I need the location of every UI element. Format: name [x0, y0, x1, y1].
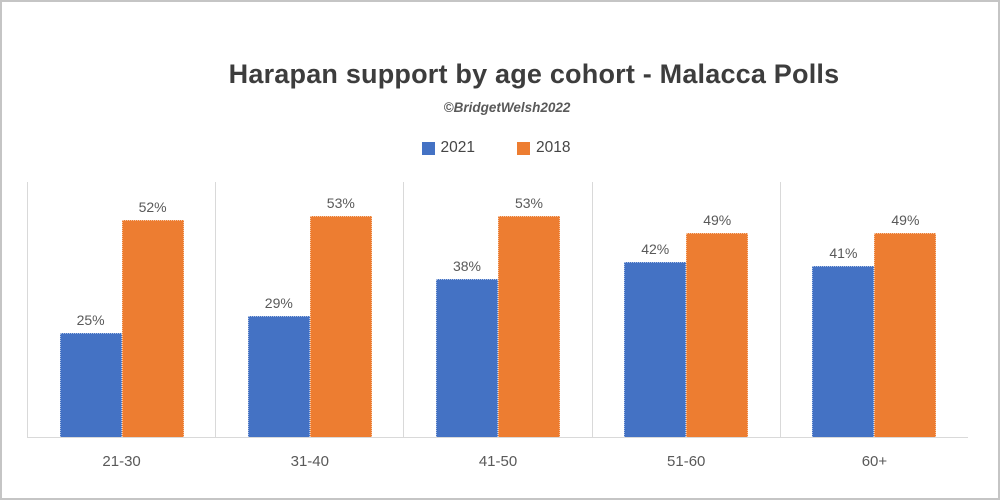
plot-area: 25% 52% 21-30 29% 53% 31-40	[27, 182, 968, 470]
category-label: 60+	[861, 453, 888, 470]
category-label: 41-50	[478, 453, 518, 470]
value-label: 41%	[829, 245, 858, 261]
bar-2018-21-30: 52%	[121, 199, 184, 437]
category-group-21-30: 25% 52% 21-30	[27, 182, 215, 470]
bar-2021-21-30: 25%	[59, 312, 122, 437]
bar-2021-41-50: 38%	[436, 258, 498, 437]
legend-swatch-2018-icon	[517, 141, 530, 155]
category-group-60plus: 41% 49% 60+	[779, 182, 968, 470]
value-label: 49%	[891, 211, 920, 228]
bar-pair: 38% 53%	[436, 195, 560, 437]
bar-pair: 42% 49%	[624, 212, 749, 437]
chart-title: Harapan support by age cohort - Malacca …	[228, 59, 840, 89]
legend-item-2021: 2021	[421, 139, 475, 157]
category-group-41-50: 38% 53% 41-50	[403, 182, 591, 470]
value-label: 49%	[703, 211, 732, 228]
bar-2018-60plus: 49%	[874, 212, 937, 437]
bar-2018-51-60: 49%	[686, 212, 749, 437]
chart-subtitle: ©BridgetWelsh2022	[443, 100, 571, 115]
legend-item-2018: 2018	[517, 139, 570, 157]
legend-label-2021: 2021	[440, 139, 475, 156]
category-group-51-60: 42% 49% 51-60	[591, 182, 780, 470]
legend-swatch-2021-icon	[421, 141, 435, 155]
legend-label-2018: 2018	[536, 139, 571, 156]
bar-2021-51-60: 42%	[624, 241, 687, 437]
category-label: 31-40	[290, 453, 329, 470]
category-label: 21-30	[102, 453, 141, 470]
bar-2018-31-40: 53%	[309, 195, 372, 437]
bar-pair: 29% 53%	[247, 195, 372, 437]
value-label: 53%	[326, 195, 355, 211]
bar-pair: 41% 49%	[812, 212, 937, 437]
legend: 2021 2018	[2, 139, 994, 157]
bar-2021-60plus: 41%	[812, 245, 875, 437]
bar-2018-41-50: 53%	[498, 195, 560, 437]
category-group-31-40: 29% 53% 31-40	[215, 182, 403, 470]
bar-pair: 25% 52%	[59, 199, 184, 437]
value-label: 38%	[452, 257, 482, 274]
value-label: 53%	[514, 195, 544, 211]
value-label: 25%	[76, 311, 105, 328]
bar-2021-31-40: 29%	[247, 295, 310, 437]
value-label: 52%	[138, 199, 167, 216]
category-label: 51-60	[667, 453, 706, 470]
value-label: 29%	[264, 295, 293, 312]
value-label: 42%	[641, 240, 670, 257]
